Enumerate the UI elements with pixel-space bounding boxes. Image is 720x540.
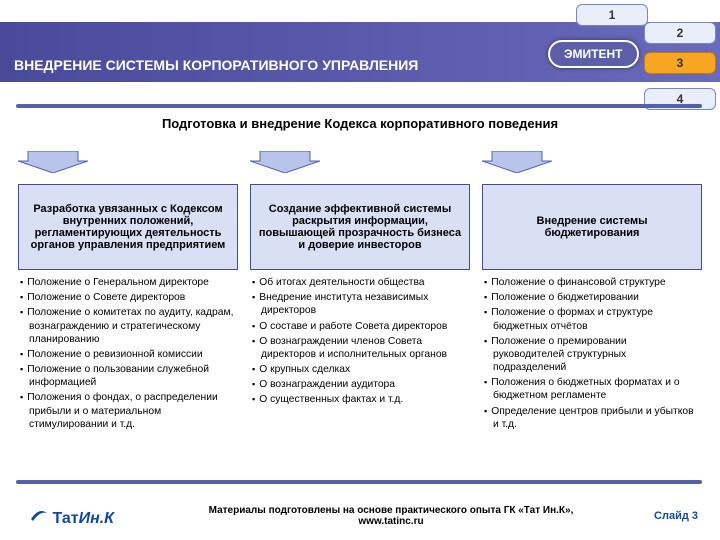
list-item: Положения о бюджетных форматах и о бюдже… bbox=[484, 376, 700, 402]
list-item: Положение о Совете директоров bbox=[20, 291, 236, 304]
tab-1[interactable]: 1 bbox=[576, 4, 648, 26]
list-item: Положение о ревизионной комиссии bbox=[20, 348, 236, 361]
column-2-heading: Создание эффективной системы раскрытия и… bbox=[250, 184, 470, 270]
logo: ТатИн.К bbox=[30, 505, 114, 528]
column-2-list: Об итогах деятельности общества Внедрени… bbox=[250, 270, 470, 407]
tab-3-label: 3 bbox=[677, 56, 684, 70]
tab-1-label: 1 bbox=[609, 8, 616, 22]
tab-2-label: 2 bbox=[677, 26, 684, 40]
arrow-down-icon bbox=[250, 151, 320, 173]
footer-note: Материалы подготовлены на основе практич… bbox=[176, 505, 606, 527]
list-item: Положение о финансовой структуре bbox=[484, 276, 700, 289]
accent-line-bottom bbox=[16, 480, 702, 484]
logo-text-b: Ин.К bbox=[79, 510, 114, 527]
columns-row: Разработка увязанных с Кодексом внутренн… bbox=[18, 166, 702, 433]
list-item: О вознаграждении членов Совета директоро… bbox=[252, 335, 468, 361]
slide-number: Слайд 3 bbox=[654, 510, 698, 522]
list-item: Положение о формах и структуре бюджетных… bbox=[484, 306, 700, 332]
logo-text-a: Тат bbox=[52, 510, 78, 527]
list-item: Положение о бюджетировании bbox=[484, 291, 700, 304]
list-item: О существенных фактах и т.д. bbox=[252, 393, 468, 406]
list-item: О вознаграждении аудитора bbox=[252, 378, 468, 391]
list-item: Определение центров прибыли и убытков и … bbox=[484, 405, 700, 431]
emitent-pill: ЭМИТЕНТ bbox=[548, 40, 639, 68]
list-item: Положение о Генеральном директоре bbox=[20, 276, 236, 289]
logo-swoosh-icon bbox=[30, 505, 48, 523]
list-item: Внедрение института независимых директор… bbox=[252, 291, 468, 317]
tab-3-active[interactable]: 3 bbox=[644, 52, 716, 74]
column-3: Внедрение системы бюджетирования Положен… bbox=[482, 166, 702, 433]
footer-bar: ТатИн.К Материалы подготовлены на основе… bbox=[0, 500, 720, 532]
column-1-list: Положение о Генеральном директоре Положе… bbox=[18, 270, 238, 431]
column-1: Разработка увязанных с Кодексом внутренн… bbox=[18, 166, 238, 433]
list-item: О крупных сделках bbox=[252, 363, 468, 376]
list-item: Об итогах деятельности общества bbox=[252, 276, 468, 289]
column-3-heading: Внедрение системы бюджетирования bbox=[482, 184, 702, 270]
page-title: ВНЕДРЕНИЕ СИСТЕМЫ КОРПОРАТИВНОГО УПРАВЛЕ… bbox=[14, 57, 418, 73]
list-item: Положение о премировании руководителей с… bbox=[484, 335, 700, 375]
list-item: Положения о фондах, о распределении приб… bbox=[20, 391, 236, 431]
tab-2[interactable]: 2 bbox=[644, 22, 716, 44]
slide-page: ВНЕДРЕНИЕ СИСТЕМЫ КОРПОРАТИВНОГО УПРАВЛЕ… bbox=[0, 0, 720, 540]
column-2: Создание эффективной системы раскрытия и… bbox=[250, 166, 470, 433]
column-1-heading: Разработка увязанных с Кодексом внутренн… bbox=[18, 184, 238, 270]
arrow-down-icon bbox=[482, 151, 552, 173]
list-item: Положение о комитетах по аудиту, кадрам,… bbox=[20, 306, 236, 346]
list-item: О составе и работе Совета директоров bbox=[252, 320, 468, 333]
column-3-list: Положение о финансовой структуре Положен… bbox=[482, 270, 702, 431]
arrow-down-icon bbox=[18, 151, 88, 173]
list-item: Положение о пользовании служебной информ… bbox=[20, 363, 236, 389]
